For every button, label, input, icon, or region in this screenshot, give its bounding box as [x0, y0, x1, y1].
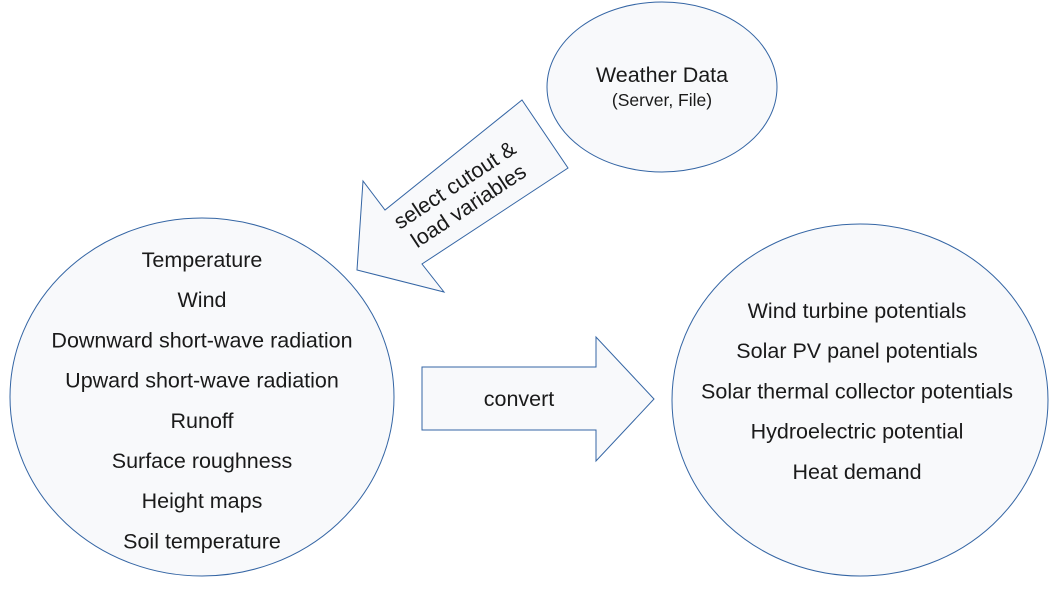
potentials-node: Wind turbine potentials Solar PV panel po…: [671, 223, 1049, 577]
convert-arrow-shape: [421, 335, 655, 463]
weather-data-ellipse: [546, 1, 778, 173]
variable-item-1: Temperature: [142, 248, 263, 272]
potentials-ellipse: [671, 223, 1049, 577]
potential-item-3: Solar thermal collector potentials: [701, 379, 1013, 403]
variables-ellipse: [9, 217, 395, 577]
variable-item-3: Downward short-wave radiation: [51, 328, 352, 352]
variable-item-7: Height maps: [142, 489, 263, 513]
potential-item-1: Wind turbine potentials: [748, 299, 967, 323]
weather-data-title: Weather Data: [596, 63, 728, 87]
convert-arrow: convert: [421, 335, 655, 463]
weather-data-node: Weather Data (Server, File): [546, 1, 778, 173]
variables-list: Temperature Wind Downward short-wave radia…: [51, 248, 352, 553]
variable-item-2: Wind: [178, 288, 227, 312]
load-variables-arrow-shape: [356, 99, 569, 293]
potential-item-5: Heat demand: [792, 460, 921, 484]
load-variables-arrow: select cutout & load variables: [356, 99, 569, 293]
potential-item-4: Hydroelectric potential: [751, 420, 964, 444]
variable-item-5: Runoff: [171, 409, 234, 433]
potentials-list: Wind turbine potentials Solar PV panel po…: [701, 299, 1013, 484]
variables-node: Temperature Wind Downward short-wave radia…: [9, 217, 395, 577]
potential-item-2: Solar PV panel potentials: [736, 339, 977, 363]
variable-item-8: Soil temperature: [123, 529, 281, 553]
weather-data-subtitle: (Server, File): [612, 90, 712, 110]
variable-item-4: Upward short-wave radiation: [65, 369, 339, 393]
convert-label: convert: [484, 387, 555, 411]
variable-item-6: Surface roughness: [112, 449, 292, 473]
